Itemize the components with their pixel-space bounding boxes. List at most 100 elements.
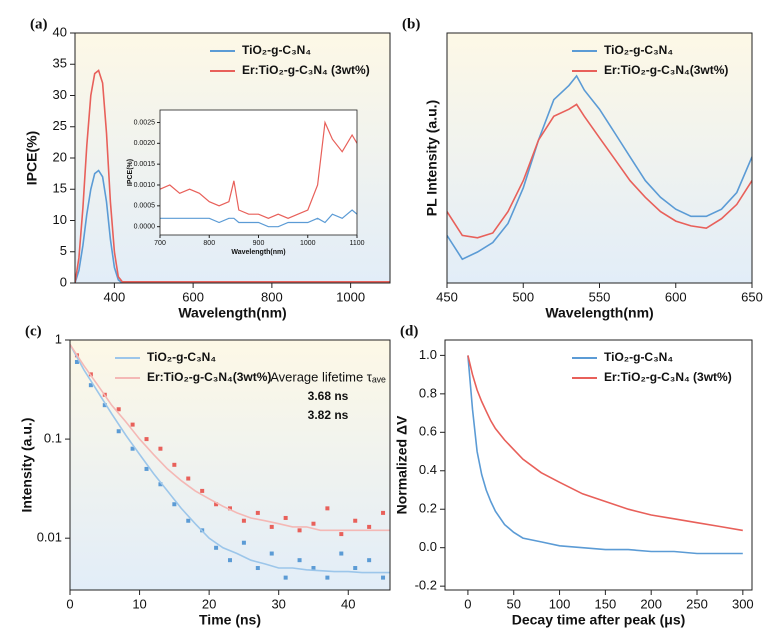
line [447, 74, 752, 261]
point [255, 510, 260, 515]
y-tick-label: 1.0 [419, 347, 437, 362]
y-tick-label: 0.0015 [134, 161, 156, 168]
x-tick-label: 500 [512, 289, 534, 304]
line [75, 169, 390, 283]
point [353, 518, 358, 523]
point [325, 506, 330, 511]
y-tick-label: -0.2 [415, 578, 437, 593]
point [339, 532, 344, 537]
point [88, 383, 93, 388]
plot-marks [467, 355, 743, 555]
x-tick-label: 650 [741, 289, 763, 304]
point [172, 462, 177, 467]
y-axis-label: PL Intensity (a.u.) [424, 100, 440, 216]
y-tick-label: 0 [60, 274, 67, 289]
plot-marks [75, 69, 390, 283]
point [367, 524, 372, 529]
y-tick-label: 20 [53, 149, 67, 164]
point [255, 566, 260, 571]
x-axis-label: Wavelength(nm) [545, 305, 653, 321]
y-axis-label: IPCE(%) [127, 159, 134, 186]
point [325, 575, 330, 580]
x-tick-label: 0 [66, 596, 73, 611]
point [158, 482, 163, 487]
point [269, 551, 274, 556]
y-tick-label: 0.6 [419, 424, 437, 439]
y-tick-label: 0.0010 [134, 182, 156, 189]
legend-label: TiO₂-g-C₃N₄ [147, 350, 216, 364]
point [186, 518, 191, 523]
point [130, 446, 135, 451]
x-tick-label: 700 [154, 240, 166, 247]
frame [69, 339, 391, 591]
point [241, 540, 246, 545]
point [144, 437, 149, 442]
x-tick-label: 1000 [336, 289, 365, 304]
x-axis-label: Wavelength(nm) [231, 249, 285, 256]
point [74, 359, 79, 364]
x-tick-label: 600 [665, 289, 687, 304]
legend-label: TiO₂-g-C₃N₄ [604, 43, 673, 57]
frame [444, 339, 753, 591]
x-tick-label: 40 [341, 596, 355, 611]
legend-label: TiO₂-g-C₃N₄ [242, 43, 311, 57]
frame [159, 109, 358, 236]
x-tick-label: 1100 [349, 240, 364, 247]
y-tick-label: 0.0005 [134, 203, 156, 210]
point [144, 466, 149, 471]
legend-label: Er:TiO₂-g-C₃N₄(3wt%) [604, 63, 728, 77]
point [116, 407, 121, 412]
point [130, 422, 135, 427]
y-axis-label: IPCE(%) [24, 131, 40, 185]
point [172, 502, 177, 507]
x-tick-label: 150 [595, 596, 617, 611]
y-tick-label: 0.4 [419, 462, 437, 477]
plot-marks [70, 344, 390, 580]
point [297, 558, 302, 563]
point [269, 524, 274, 529]
y-tick-label: 0.1 [44, 431, 62, 446]
x-tick-label: 200 [640, 596, 662, 611]
point [339, 551, 344, 556]
line [75, 69, 390, 283]
line [160, 209, 357, 228]
y-tick-label: 40 [53, 24, 67, 39]
point [241, 518, 246, 523]
y-axis-label: Intensity (a.u.) [19, 418, 35, 513]
y-tick-label: 0.01 [37, 530, 62, 545]
x-tick-label: 0 [464, 596, 471, 611]
y-tick-label: 10 [53, 212, 67, 227]
x-tick-label: 800 [261, 289, 283, 304]
point [381, 575, 386, 580]
point [214, 545, 219, 550]
y-tick-label: 0.8 [419, 385, 437, 400]
x-tick-label: 10 [132, 596, 146, 611]
x-axis-label: Time (ns) [199, 612, 261, 628]
y-tick-label: 25 [53, 118, 67, 133]
plot-area [447, 33, 752, 283]
annotation: 3.82 ns [308, 408, 349, 422]
point [367, 558, 372, 563]
legend-label: Er:TiO₂-g-C₃N₄ (3wt%) [242, 63, 370, 77]
point [158, 446, 163, 451]
y-axis-label: Normalized ΔV [394, 415, 410, 514]
x-tick-label: 1000 [300, 240, 316, 247]
panel-label: (d) [400, 323, 418, 339]
y-tick-label: 35 [53, 56, 67, 71]
line [467, 355, 743, 555]
legend-label: TiO₂-g-C₃N₄ [604, 350, 673, 364]
panel-label: (a) [30, 16, 48, 32]
point [102, 403, 107, 408]
line [70, 344, 390, 574]
x-axis-label: Decay time after peak (μs) [512, 612, 686, 628]
point [200, 488, 205, 493]
x-tick-label: 800 [203, 240, 215, 247]
frame [74, 32, 391, 284]
y-tick-label: 0.0000 [134, 224, 156, 231]
line [160, 120, 357, 219]
x-axis-label: Wavelength(nm) [178, 305, 286, 321]
x-tick-label: 400 [104, 289, 126, 304]
panel-label: (c) [25, 323, 42, 339]
legend-label: Er:TiO₂-g-C₃N₄(3wt%) [147, 370, 271, 384]
